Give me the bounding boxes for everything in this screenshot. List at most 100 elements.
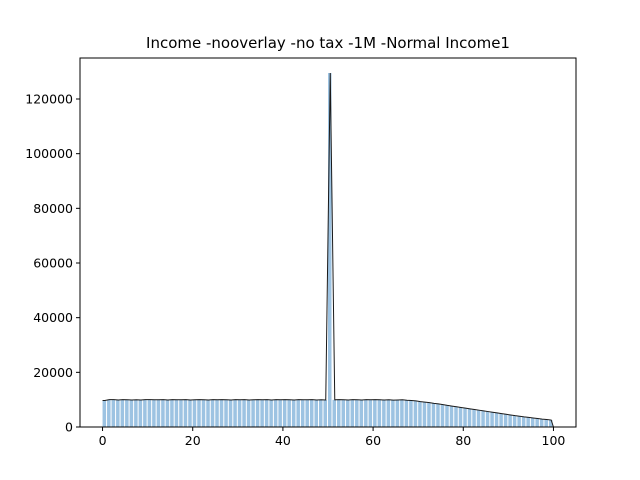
histogram-bar [107,399,111,427]
histogram-bar [318,399,323,427]
histogram-bar [494,412,499,427]
histogram-bar [233,399,237,427]
histogram-bar [386,399,391,427]
histogram-bar [458,407,463,427]
histogram-bar [368,399,373,427]
histogram-bar [431,403,436,427]
histogram-bar [382,399,386,427]
histogram-bar [499,413,503,427]
x-tick-label: 40 [275,433,291,448]
y-tick-label: 100000 [25,146,73,161]
x-tick-label: 80 [455,433,471,448]
histogram-bar [120,399,125,427]
y-tick-label: 40000 [33,310,73,325]
bars-layer [102,73,553,428]
histogram-bar [314,399,318,427]
histogram-bar [364,399,368,427]
histogram-bar [413,400,418,427]
axes-layer: 0 20 40 60 80 100 0 20000 40000 60000 80000 100000 1… [25,57,577,448]
histogram-bar [490,412,494,427]
histogram-bar [260,399,264,427]
histogram-bar [278,399,282,427]
histogram-bar [346,399,350,427]
y-tick-label: 80000 [33,201,73,216]
histogram-bar [174,399,179,427]
histogram-bar [544,419,548,427]
histogram-bar [472,409,476,427]
histogram-bar [188,399,192,427]
histogram-bar [165,399,170,427]
histogram-bar [422,402,427,427]
histogram-bar [251,399,255,427]
histogram-bar [548,420,553,427]
histogram-bar [359,399,364,427]
histogram-bar [116,399,120,427]
histogram-bar [287,399,291,427]
histogram-bar [323,399,327,427]
histogram-bar [440,404,445,427]
histogram-bar [328,73,332,428]
x-tick-label: 60 [365,433,381,448]
histogram-bar [291,399,296,427]
histogram-bar [404,400,409,427]
histogram-bar [485,411,490,427]
histogram-bar [219,399,224,427]
histogram-bar [454,406,458,427]
chart-title: Income -nooverlay -no tax -1M -Normal In… [146,34,510,52]
histogram-bar [530,417,535,427]
histogram-bar [535,418,539,427]
histogram-bar [255,399,260,427]
histogram-bar [224,399,228,427]
histogram-bar [237,399,242,427]
histogram-bar [427,402,431,427]
histogram-bar [445,405,449,427]
histogram-bar [332,399,337,427]
histogram-bar [373,399,377,427]
histogram-bar [242,399,246,427]
histogram-bar [156,399,161,427]
histogram-bar [467,408,472,427]
histogram-bar [503,414,508,427]
histogram-bar [125,399,129,427]
histogram-bar [476,410,481,427]
histogram-bar [418,401,422,427]
histogram-bar [337,399,341,427]
histogram-bar [143,399,147,427]
histogram-bar [350,399,355,427]
histogram-bar [449,406,454,427]
y-tick-label: 120000 [25,92,73,107]
histogram-bar [206,399,210,427]
histogram-bar [201,399,206,427]
y-tick-label: 20000 [33,365,73,380]
histogram-bar [296,399,300,427]
histogram-bar [436,403,440,427]
histogram-bar [341,399,346,427]
distribution-outline [102,73,554,428]
histogram-bar [282,399,287,427]
histogram-bar [355,399,359,427]
histogram-bar [309,399,314,427]
histogram-bar [391,400,395,427]
histogram-bar [161,399,165,427]
histogram-bar [147,399,152,427]
y-tick-label: 0 [65,420,73,435]
x-tick-label: 20 [185,433,201,448]
histogram-bar [138,399,143,427]
histogram-bar [395,399,400,427]
histogram-bar [210,399,215,427]
histogram-bar [273,399,278,427]
histogram-bar [192,399,197,427]
histogram-bar [269,399,273,427]
histogram-bar [170,399,174,427]
histogram-bar [246,399,251,427]
histogram-bar [183,399,188,427]
histogram-bar [102,400,107,427]
histogram-bar [129,399,134,427]
histogram-bar [215,399,219,427]
histogram-bar [152,399,156,427]
histogram-bar [409,400,413,427]
histogram-bar [111,399,116,427]
histogram-bar [264,399,269,427]
x-tick-label: 0 [99,433,107,448]
